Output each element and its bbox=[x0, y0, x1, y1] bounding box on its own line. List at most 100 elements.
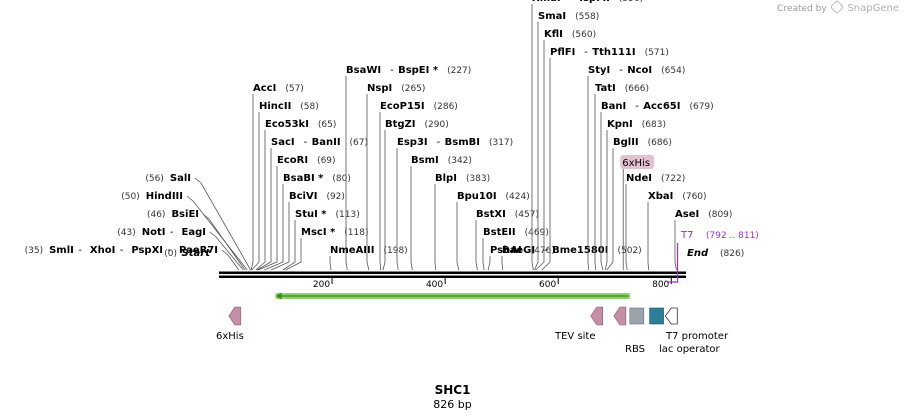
cut-site-dash: - bbox=[390, 65, 394, 76]
credit-prefix: Created by bbox=[777, 4, 827, 14]
cut-site-leader-asei bbox=[674, 220, 677, 271]
cut-site-hindiii: HindIII bbox=[146, 191, 183, 202]
cut-site-leader-xbai bbox=[647, 202, 650, 271]
cut-site-kfli: KflI bbox=[544, 29, 563, 40]
cut-site-pflfi: PflFI bbox=[550, 47, 575, 58]
cut-site-ndei: NdeI bbox=[626, 173, 652, 184]
cut-site-position: (43) bbox=[117, 228, 135, 238]
cut-site-bsiei: BsiEI bbox=[171, 209, 199, 220]
cut-site-dash: - bbox=[635, 101, 639, 112]
cut-site-bsawi: BsaWI bbox=[346, 65, 381, 76]
cut-site-position: (683) bbox=[642, 120, 666, 130]
cut-site-acci: AccI bbox=[253, 83, 276, 94]
sequence-name: SHC1 bbox=[434, 383, 471, 397]
cut-site-position: (56) bbox=[145, 174, 163, 184]
primer-t7-arrow bbox=[666, 243, 679, 283]
sequence-map: 200400600800Start(0)End(826)AseIPaeR7I-P… bbox=[25, 0, 759, 355]
snapgene-credit: Created by SnapGene bbox=[777, 0, 899, 15]
cut-site-position: (317) bbox=[489, 138, 513, 148]
cut-site-dash: - bbox=[570, 0, 574, 4]
ruler-tick-label: 800 bbox=[652, 280, 669, 290]
cut-site-position: (679) bbox=[689, 102, 713, 112]
cut-site-position: (67) bbox=[350, 138, 368, 148]
cut-site-dash: - bbox=[437, 137, 441, 148]
cut-site-leader-pshai bbox=[487, 256, 491, 271]
cut-site-leader-msci bbox=[285, 238, 302, 271]
cut-site-tspmi: TspMI bbox=[578, 0, 610, 4]
feature-arrow-tev-site bbox=[590, 306, 603, 326]
cut-site-ecori: EcoRI bbox=[277, 155, 308, 166]
cut-site-leader-stui bbox=[282, 220, 296, 271]
feature-arrow-t7-promoter bbox=[664, 307, 678, 325]
cut-site-leader-bani bbox=[600, 112, 604, 271]
cut-site-bsmi: BsmI bbox=[411, 155, 439, 166]
start-position: (0) bbox=[164, 249, 177, 259]
cut-site-dash: - bbox=[78, 245, 82, 256]
cut-site-eco53ki: Eco53kI bbox=[265, 119, 309, 130]
cut-site-leader-bsmi bbox=[410, 166, 413, 271]
cut-site-leader-kfli bbox=[535, 40, 545, 271]
cut-site-blpi: BlpI bbox=[435, 173, 457, 184]
credit-brand: SnapGene bbox=[847, 3, 899, 14]
cut-site-msci: MscI * bbox=[301, 227, 336, 238]
cut-site-position: (35) bbox=[25, 246, 43, 256]
feature-label-6xhis: 6xHis bbox=[216, 331, 244, 342]
cut-site-position: (80) bbox=[332, 174, 350, 184]
cut-site-sali: SalI bbox=[170, 173, 191, 184]
cut-site-dash: - bbox=[120, 245, 124, 256]
backbone-bottom-strand bbox=[219, 275, 686, 278]
cut-site-dash: - bbox=[584, 47, 588, 58]
cut-site-tati: TatI bbox=[595, 83, 616, 94]
cut-site-stui: StuI * bbox=[295, 209, 327, 220]
cut-site-position: (571) bbox=[645, 48, 669, 58]
cut-site-bpu10i: Bpu10I bbox=[457, 191, 497, 202]
cut-site-leader-kpni bbox=[604, 130, 608, 271]
his-tag-label: 6xHis bbox=[622, 158, 650, 169]
cut-site-baegi: BaeGI bbox=[502, 245, 535, 256]
cut-site-dash: - bbox=[619, 65, 623, 76]
cut-site-position: (227) bbox=[447, 66, 471, 76]
cut-site-leader-acci bbox=[250, 94, 254, 271]
cut-site-position: (560) bbox=[572, 30, 596, 40]
cut-site-position: (424) bbox=[506, 192, 530, 202]
cut-site-leader-ecori bbox=[257, 166, 278, 271]
feature-arrow-6xhis bbox=[228, 306, 242, 326]
cut-site-ecop15i: EcoP15I bbox=[380, 101, 425, 112]
cut-site-position: (286) bbox=[434, 102, 458, 112]
cut-site-position: (50) bbox=[121, 192, 139, 202]
cut-site-position: (760) bbox=[682, 192, 706, 202]
cut-site-leader-pflfi bbox=[541, 58, 551, 271]
cut-site-leader-xmai bbox=[531, 4, 534, 271]
end-label: End bbox=[687, 248, 709, 259]
cut-site-nspi: NspI bbox=[367, 83, 392, 94]
cut-site-position: (342) bbox=[448, 156, 472, 166]
cut-site-leader-bsabi bbox=[264, 184, 284, 271]
cut-site-position: (113) bbox=[336, 210, 360, 220]
cut-site-leader-bpu10i bbox=[456, 202, 460, 271]
cut-site-leader-baegi bbox=[501, 256, 504, 271]
cut-site-leader-bsteii bbox=[482, 238, 485, 271]
cut-site-leader-hincii bbox=[251, 112, 260, 271]
cut-site-leader-hindiii bbox=[186, 195, 248, 271]
cut-site-leader-ecop15i bbox=[379, 112, 382, 271]
cut-site-acc65i: Acc65I bbox=[643, 101, 680, 112]
cut-site-leader-ndei bbox=[625, 184, 628, 271]
cut-site-leader-sali bbox=[194, 177, 252, 271]
cut-site-bspei: BspEI * bbox=[398, 65, 439, 76]
cut-site-bani: BanI bbox=[601, 101, 626, 112]
cut-site-esp3i: Esp3I bbox=[397, 137, 428, 148]
cut-site-leader-smai bbox=[534, 22, 539, 271]
cut-site-leader-saci bbox=[256, 148, 272, 271]
cut-site-position: (65) bbox=[318, 120, 336, 130]
feature-label-lac-operator: lac operator bbox=[659, 344, 720, 355]
cut-site-leader-bglii bbox=[606, 148, 614, 271]
cut-site-btgzi: BtgZI bbox=[385, 119, 416, 130]
cut-site-leader-noti bbox=[209, 231, 244, 271]
cut-site-position: (383) bbox=[466, 174, 490, 184]
cut-site-bcivi: BciVI bbox=[289, 191, 317, 202]
cut-site-dash: - bbox=[170, 227, 174, 238]
feature-box-lac-operator bbox=[649, 307, 664, 325]
cut-site-position: (476) bbox=[531, 246, 555, 256]
cut-site-styi: StyI bbox=[588, 65, 610, 76]
cut-site-position: (290) bbox=[425, 120, 449, 130]
